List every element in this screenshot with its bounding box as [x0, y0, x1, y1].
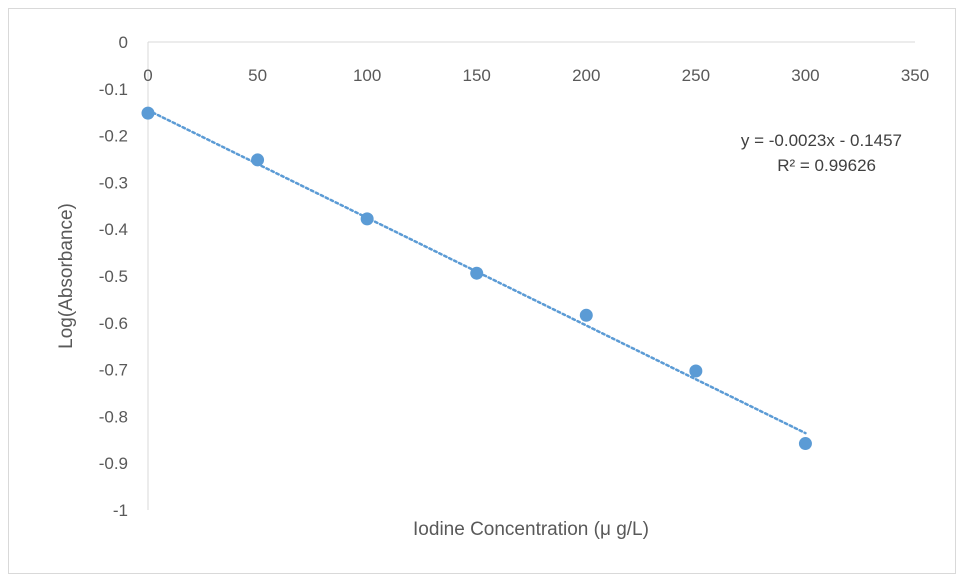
x-tick-label: 0 — [143, 66, 152, 85]
data-point — [141, 106, 155, 120]
x-tick-label: 50 — [248, 66, 267, 85]
data-point — [579, 308, 593, 322]
data-point — [798, 437, 812, 451]
x-tick-label: 300 — [791, 66, 819, 85]
y-tick-label: 0 — [119, 33, 128, 52]
y-axis-title: Log(Absorbance) — [56, 203, 77, 349]
x-axis-title: Iodine Concentration (μ g/L) — [413, 519, 649, 540]
x-tick-label: 250 — [682, 66, 710, 85]
trendline-equation: y = -0.0023x - 0.1457 — [741, 131, 902, 150]
y-tick-label: -0.9 — [99, 454, 128, 473]
x-tick-label: 150 — [463, 66, 491, 85]
data-point — [689, 364, 703, 378]
x-tick-label: 100 — [353, 66, 381, 85]
tick-labels: 0 50 100 150 200 250 300 350 0 -0.1 -0.2 -0.3 -0.4 -0… — [99, 33, 929, 520]
data-point — [470, 266, 484, 280]
y-tick-label: -0.3 — [99, 173, 128, 192]
y-tick-label: -1 — [113, 501, 128, 520]
y-tick-label: -0.1 — [99, 80, 128, 99]
y-tick-label: -0.4 — [99, 220, 128, 239]
y-tick-label: -0.2 — [99, 127, 128, 146]
data-point — [251, 153, 265, 167]
y-tick-label: -0.6 — [99, 314, 128, 333]
axes — [147, 41, 915, 510]
x-tick-label: 200 — [572, 66, 600, 85]
data-points — [141, 106, 812, 451]
chart-frame — [8, 8, 956, 574]
y-tick-label: -0.8 — [99, 407, 128, 426]
r-squared-label: R² = 0.99626 — [777, 156, 876, 175]
y-tick-label: -0.5 — [99, 267, 128, 286]
x-tick-label: 350 — [901, 66, 929, 85]
y-tick-label: -0.7 — [99, 361, 128, 380]
data-point — [360, 212, 374, 226]
